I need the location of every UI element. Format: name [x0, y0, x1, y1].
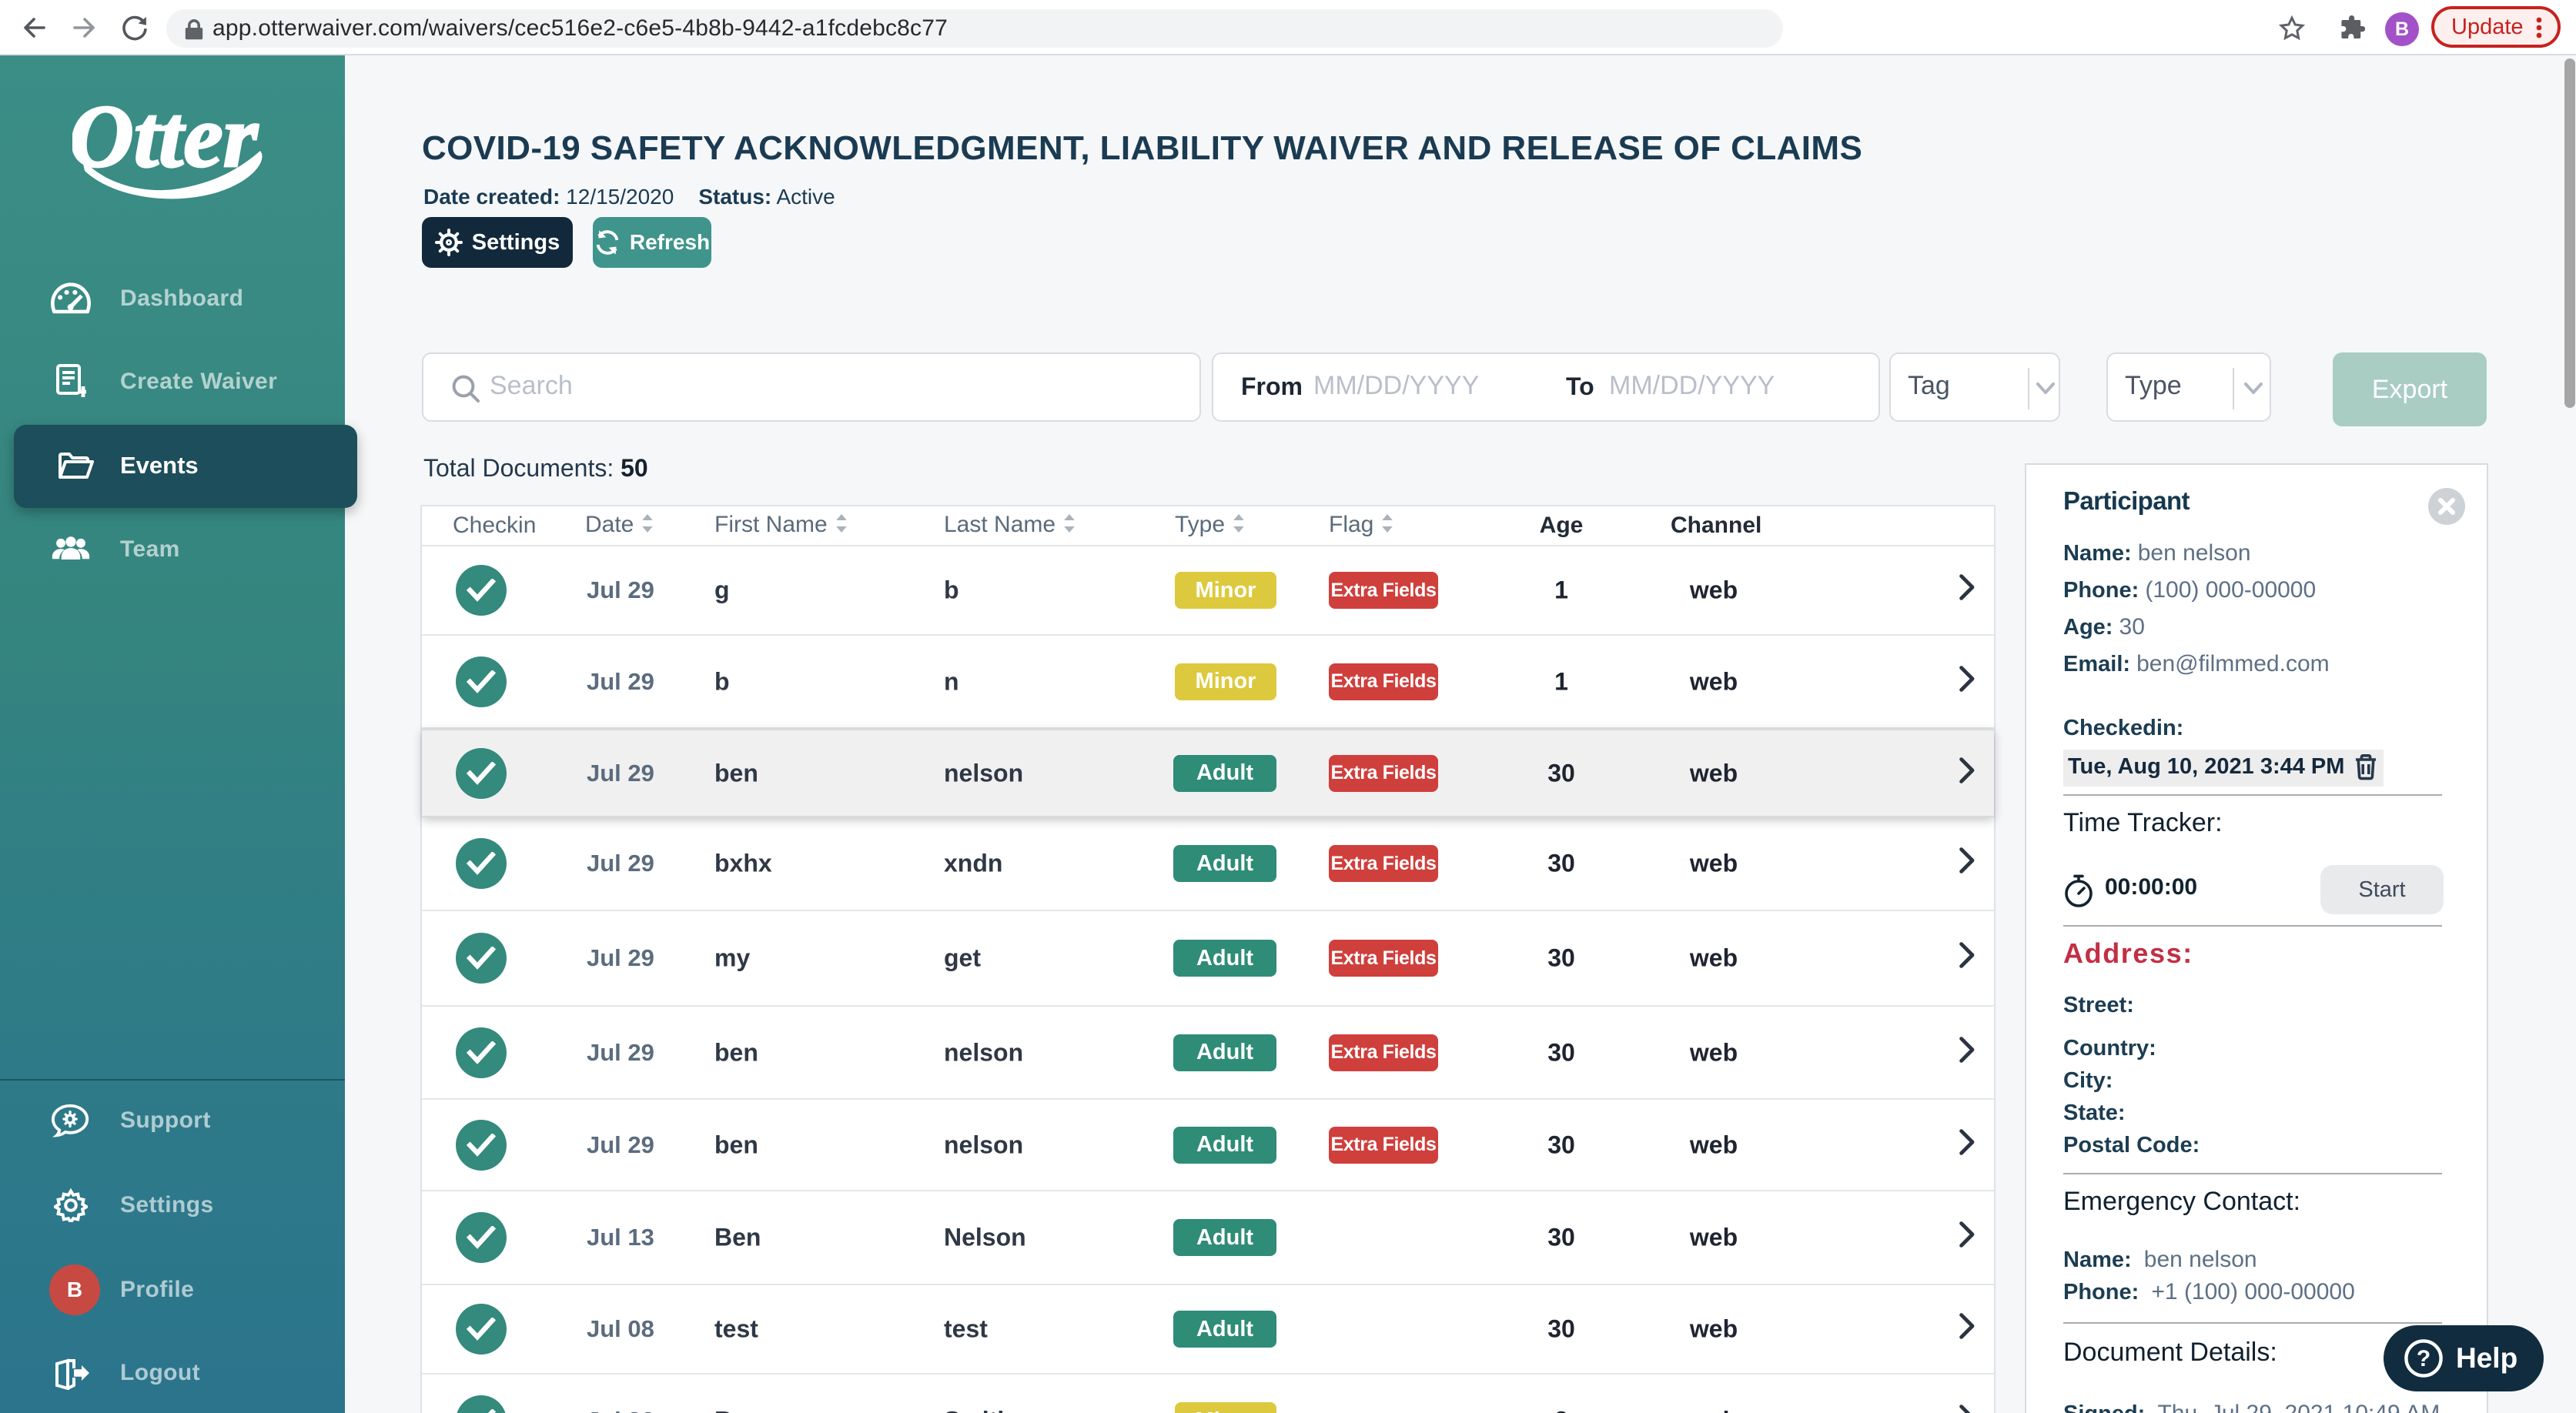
svg-text:?: ?: [2417, 1346, 2430, 1371]
svg-text:Otter: Otter: [72, 88, 259, 186]
